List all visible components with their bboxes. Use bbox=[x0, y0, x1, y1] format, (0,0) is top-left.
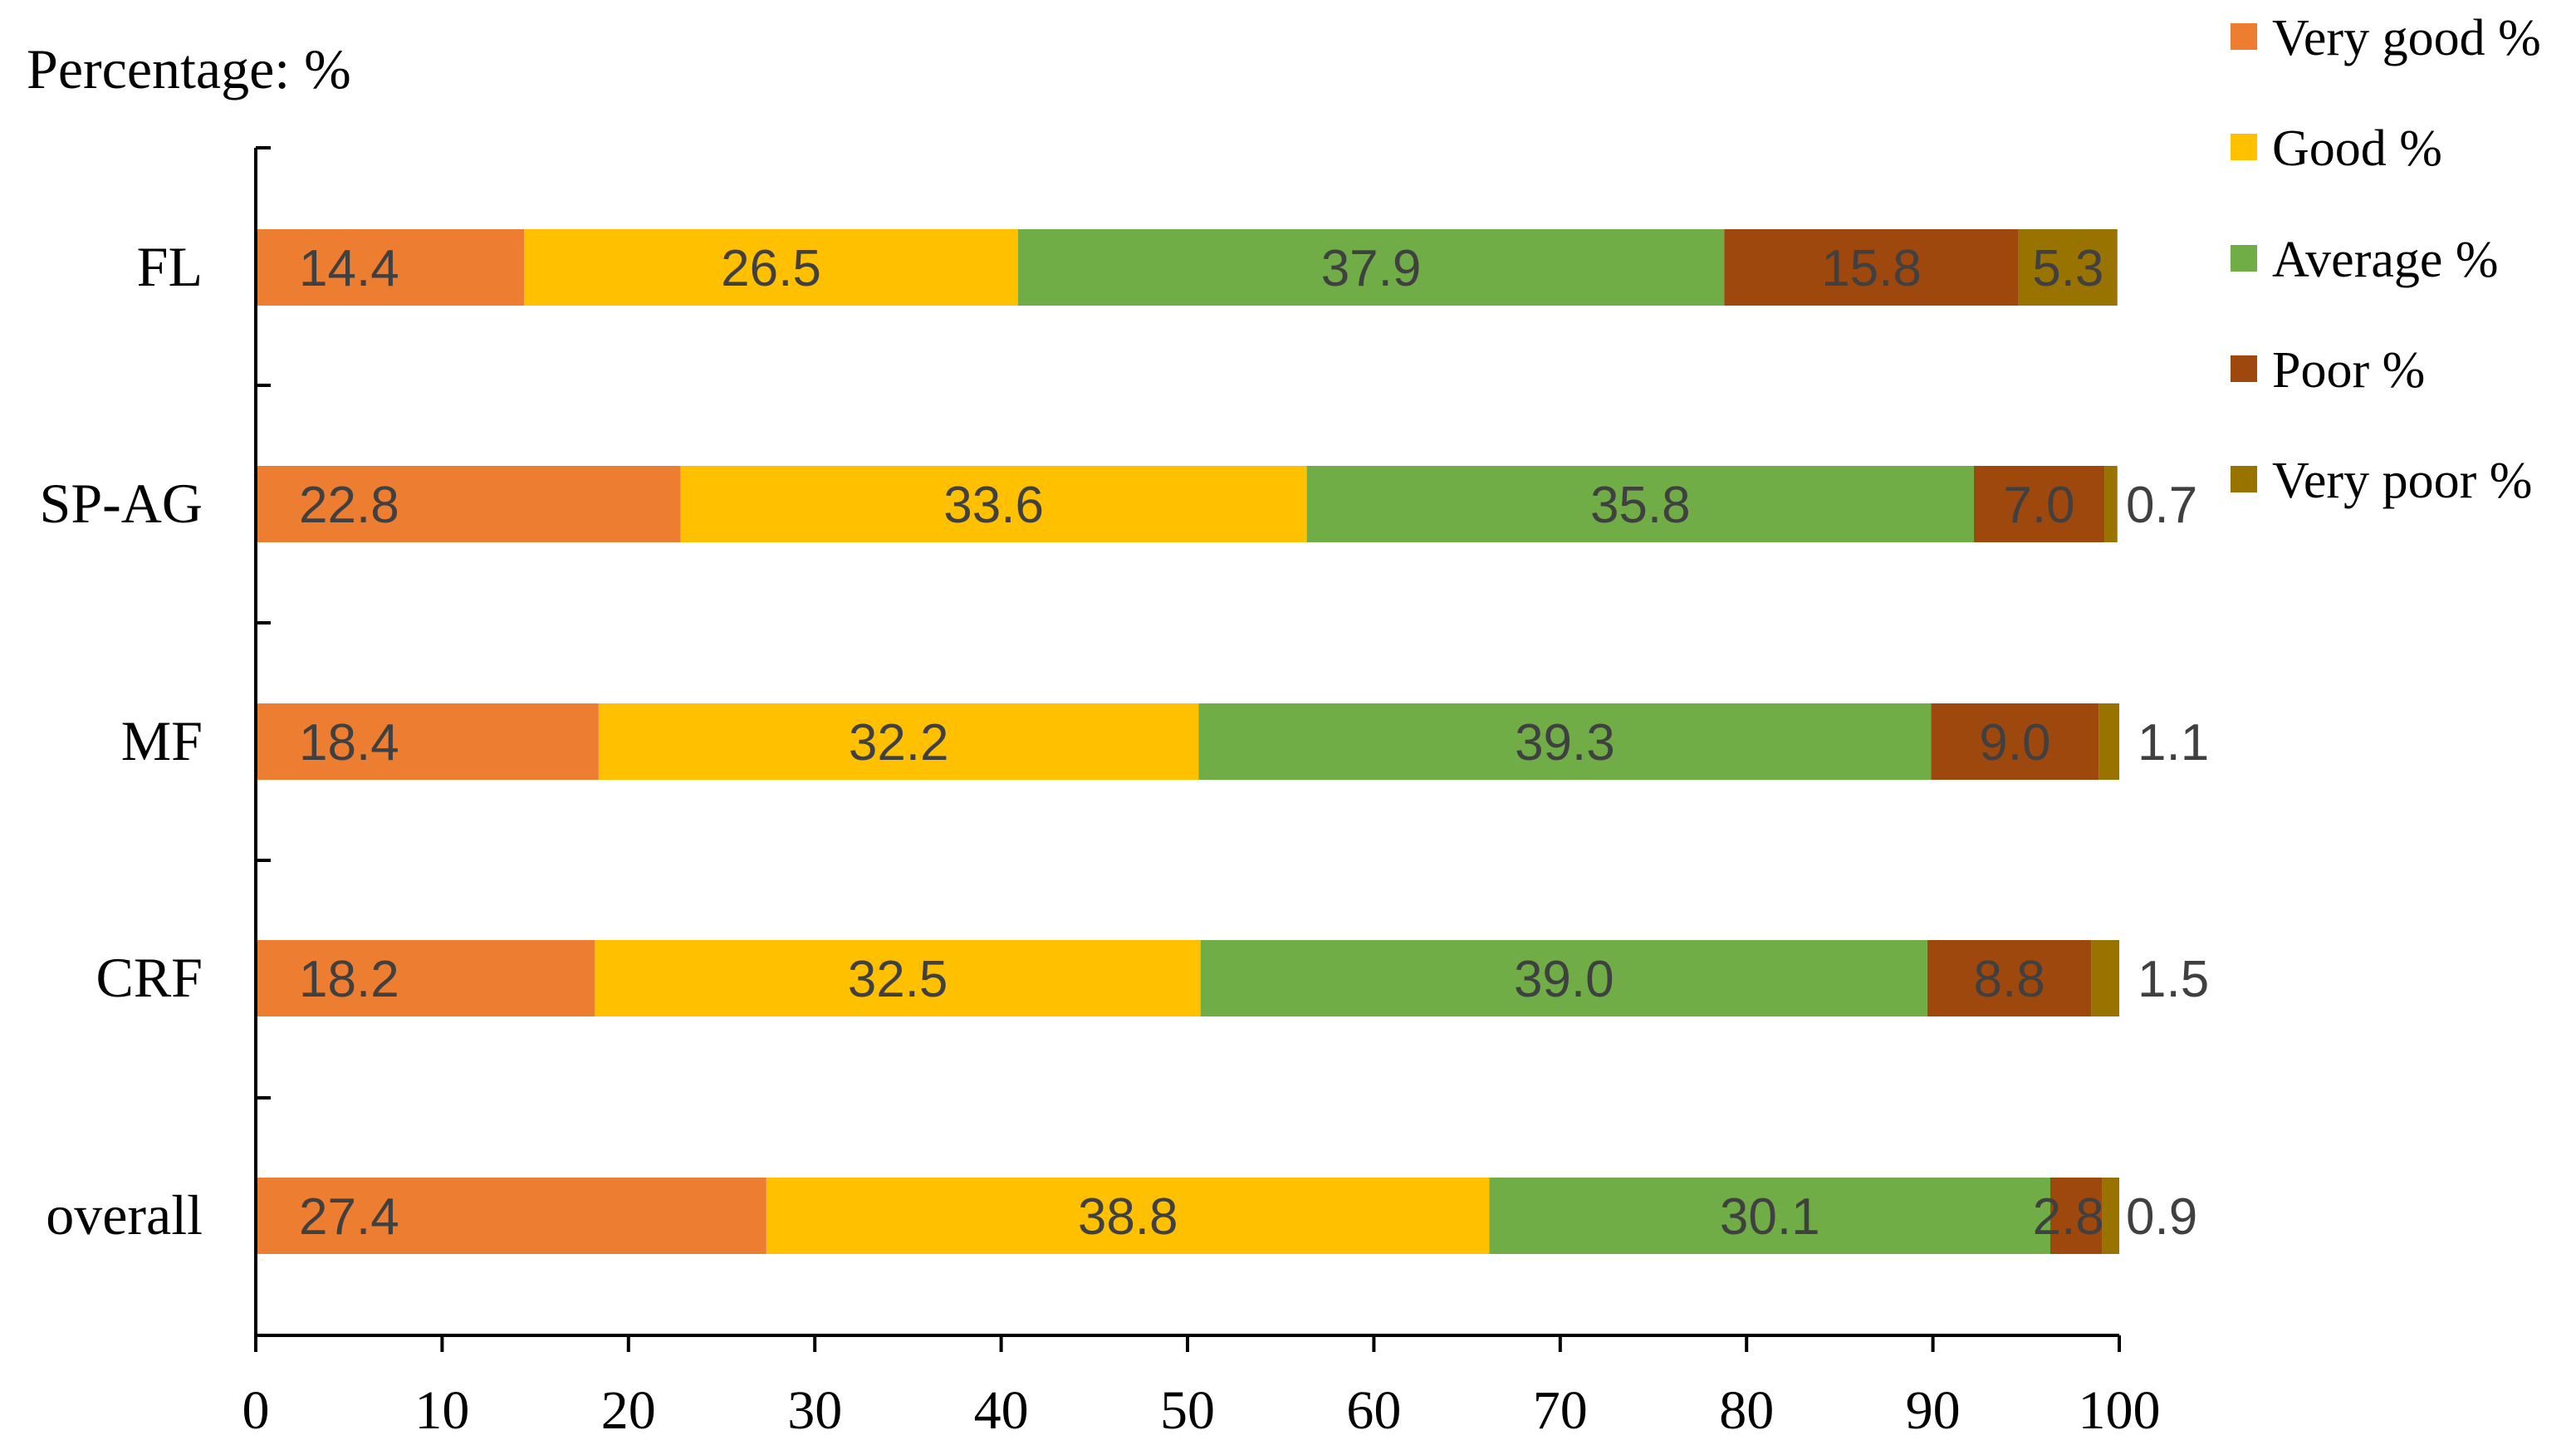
bar-crf-average bbox=[1200, 940, 1927, 1016]
x-tick-label-80: 80 bbox=[1719, 1380, 1774, 1440]
data-label-overall-very-good: 27.4 bbox=[299, 1188, 399, 1246]
data-label-overall-good: 38.8 bbox=[1078, 1188, 1178, 1246]
data-label-crf-poor: 8.8 bbox=[1974, 951, 2045, 1008]
legend-label-very-good: Very good % bbox=[2272, 10, 2541, 66]
category-label-sp-ag: SP-AG bbox=[40, 472, 203, 535]
x-tick-label-40: 40 bbox=[974, 1380, 1029, 1440]
bar-overall-very-poor bbox=[2102, 1178, 2119, 1254]
data-label-crf-very-good: 18.2 bbox=[299, 951, 399, 1008]
bar-crf-very-poor bbox=[2091, 940, 2119, 1016]
labels-layer: 14.4 26.5 37.9 15.8 5.3 22.8 33.6 35.8 7.0 0.7 18.… bbox=[299, 240, 2209, 1246]
bar-overall-poor bbox=[2050, 1178, 2103, 1254]
data-label-overall-very-poor: 0.9 bbox=[2126, 1188, 2197, 1246]
data-label-crf-very-poor: 1.5 bbox=[2138, 951, 2209, 1008]
data-label-mf-poor: 9.0 bbox=[1979, 714, 2050, 771]
data-label-sp-ag-good: 33.6 bbox=[943, 477, 1044, 534]
bar-sp-ag-very-poor bbox=[2104, 466, 2118, 542]
category-label-mf: MF bbox=[121, 709, 203, 772]
data-label-mf-good: 32.2 bbox=[849, 714, 949, 771]
legend-label-very-poor: Very poor % bbox=[2272, 453, 2532, 509]
category-label-crf: CRF bbox=[95, 946, 203, 1009]
data-label-crf-good: 32.5 bbox=[848, 951, 948, 1008]
data-label-fl-very-poor: 5.3 bbox=[2032, 240, 2103, 297]
legend-label-good: Good % bbox=[2272, 120, 2442, 177]
x-tick-label-90: 90 bbox=[1906, 1380, 1961, 1440]
bar-overall-very-good bbox=[256, 1178, 766, 1254]
legend-swatch-average bbox=[2231, 245, 2257, 272]
bar-sp-ag-poor bbox=[1973, 466, 2105, 542]
bar-mf-average bbox=[1198, 703, 1932, 780]
bar-crf-poor bbox=[1927, 940, 2092, 1016]
data-label-fl-average: 37.9 bbox=[1321, 240, 1422, 297]
legend-swatch-very-good bbox=[2231, 23, 2257, 50]
legend-swatch-poor bbox=[2231, 355, 2257, 382]
category-label-overall: overall bbox=[46, 1183, 203, 1247]
chart-title: Percentage: % bbox=[27, 37, 351, 100]
bar-overall-average bbox=[1489, 1178, 2050, 1254]
bar-fl-very-good bbox=[256, 229, 525, 306]
data-label-mf-average: 39.3 bbox=[1515, 714, 1615, 771]
bar-crf-very-good bbox=[256, 940, 595, 1016]
x-tick-label-70: 70 bbox=[1533, 1380, 1588, 1440]
x-tick-label-0: 0 bbox=[242, 1380, 270, 1440]
legend-swatch-very-poor bbox=[2231, 466, 2257, 492]
data-label-crf-average: 39.0 bbox=[1514, 951, 1614, 1008]
bar-sp-ag-good bbox=[680, 466, 1307, 542]
bar-sp-ag-average bbox=[1306, 466, 1974, 542]
bar-mf-good bbox=[598, 703, 1199, 780]
data-label-overall-poor: 2.8 bbox=[2033, 1188, 2104, 1246]
legend-swatch-good bbox=[2231, 134, 2257, 160]
bar-mf-very-poor bbox=[2099, 703, 2119, 780]
bar-fl-poor bbox=[1724, 229, 2019, 306]
data-label-sp-ag-poor: 7.0 bbox=[2003, 477, 2074, 534]
data-label-overall-average: 30.1 bbox=[1720, 1188, 1820, 1246]
legend: Very good % Good % Average % Poor % Very poo… bbox=[2231, 10, 2541, 509]
data-label-mf-very-good: 18.4 bbox=[299, 714, 399, 771]
bar-crf-good bbox=[595, 940, 1201, 1016]
bars-layer bbox=[256, 229, 2119, 1254]
x-tick-label-60: 60 bbox=[1346, 1380, 1401, 1440]
x-tick-label-30: 30 bbox=[787, 1380, 842, 1440]
category-label-fl: FL bbox=[137, 235, 203, 298]
data-label-fl-poor: 15.8 bbox=[1821, 240, 1922, 297]
bar-sp-ag-very-good bbox=[256, 466, 681, 542]
x-tick-label-100: 100 bbox=[2079, 1380, 2161, 1440]
x-tick-label-50: 50 bbox=[1160, 1380, 1215, 1440]
data-label-sp-ag-very-good: 22.8 bbox=[299, 477, 399, 534]
x-tick-label-10: 10 bbox=[414, 1380, 469, 1440]
legend-label-poor: Poor % bbox=[2272, 342, 2425, 399]
bar-fl-average bbox=[1017, 229, 1725, 306]
legend-label-average: Average % bbox=[2272, 232, 2499, 288]
bar-mf-very-good bbox=[256, 703, 599, 780]
bar-mf-poor bbox=[1931, 703, 2099, 780]
x-tick-label-20: 20 bbox=[601, 1380, 656, 1440]
data-label-fl-very-good: 14.4 bbox=[299, 240, 399, 297]
data-label-sp-ag-very-poor: 0.7 bbox=[2126, 477, 2197, 534]
data-label-sp-ag-average: 35.8 bbox=[1590, 477, 1691, 534]
bar-fl-good bbox=[524, 229, 1018, 306]
data-label-mf-very-poor: 1.1 bbox=[2138, 714, 2209, 771]
bar-overall-good bbox=[766, 1178, 1490, 1254]
bar-fl-very-poor bbox=[2018, 229, 2118, 306]
axes-layer: FL SP-AG MF CRF overall 0 10 20 30 40 50 60 70 80 90 10… bbox=[40, 146, 2161, 1440]
data-label-fl-good: 26.5 bbox=[721, 240, 821, 297]
